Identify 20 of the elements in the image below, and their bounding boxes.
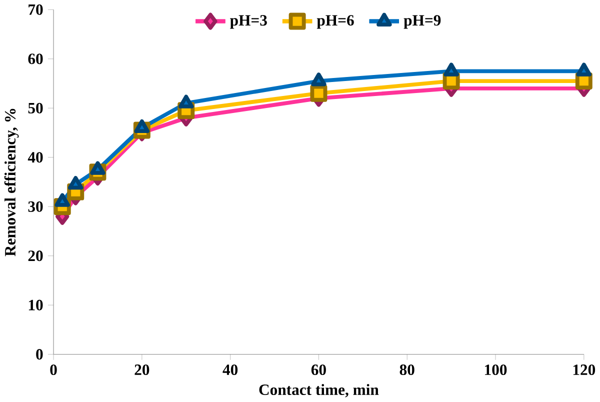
x-tick-label: 80 <box>400 364 414 376</box>
y-tick-label: 0 <box>36 349 43 360</box>
y-axis-title: Removal efficiency, % <box>4 109 19 256</box>
y-tick-label: 50 <box>28 103 43 114</box>
legend-label: pH=9 <box>404 15 441 29</box>
x-tick-label: 120 <box>573 364 596 376</box>
y-tick-label: 70 <box>28 4 43 16</box>
y-tick-label: 60 <box>28 54 43 64</box>
y-tick-label: 40 <box>28 152 43 163</box>
x-tick-label: 100 <box>485 364 507 376</box>
y-tick-label: 30 <box>28 201 43 212</box>
y-tick-label: 10 <box>28 300 43 311</box>
y-tick-label: 20 <box>28 250 43 262</box>
x-tick-label: 0 <box>50 364 57 376</box>
legend-label: pH=3 <box>230 15 267 29</box>
x-tick-label: 40 <box>222 364 238 376</box>
x-tick-label: 20 <box>134 364 150 376</box>
legend-label: pH=6 <box>316 15 354 29</box>
x-tick-label: 60 <box>311 364 326 376</box>
x-axis-title: Contact time, min <box>259 384 379 398</box>
